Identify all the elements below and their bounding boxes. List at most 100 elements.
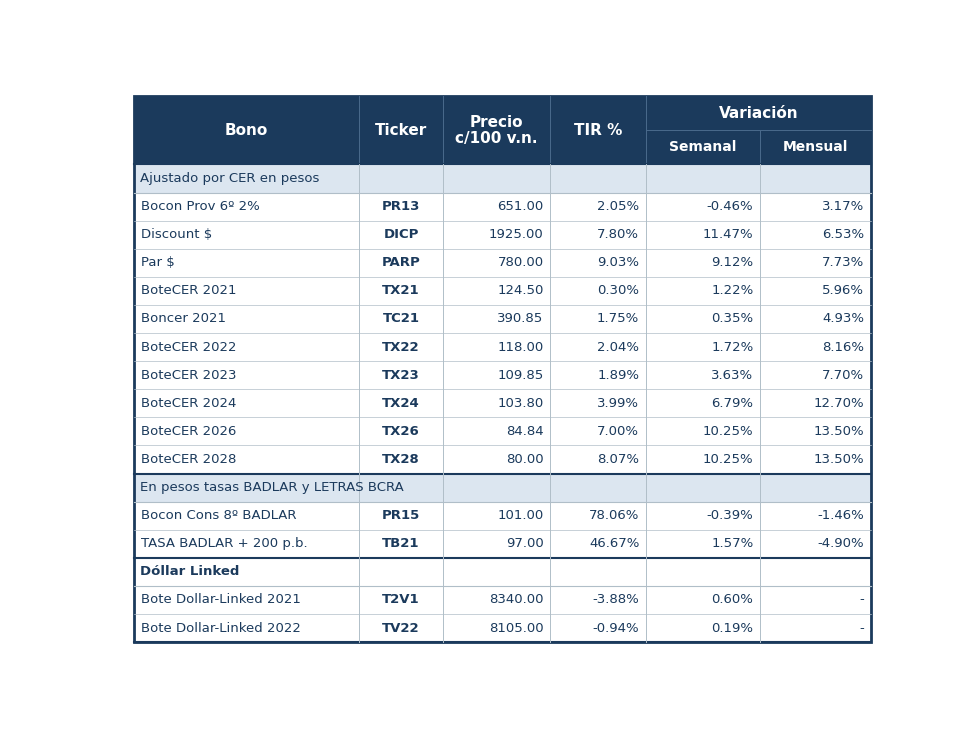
- Text: 13.50%: 13.50%: [813, 425, 864, 438]
- Text: -3.88%: -3.88%: [593, 594, 639, 607]
- Text: 8.16%: 8.16%: [822, 341, 864, 354]
- Text: Ajustado por CER en pesos: Ajustado por CER en pesos: [140, 172, 319, 185]
- Text: -1.46%: -1.46%: [817, 510, 864, 522]
- Text: 1.75%: 1.75%: [597, 312, 639, 325]
- Text: 84.84: 84.84: [506, 425, 544, 438]
- Bar: [134, 445, 870, 474]
- Text: TIR %: TIR %: [574, 123, 622, 137]
- Text: Boncer 2021: Boncer 2021: [140, 312, 225, 325]
- Text: 4.93%: 4.93%: [822, 312, 864, 325]
- Text: 1.89%: 1.89%: [597, 368, 639, 382]
- Text: Bote Dollar-Linked 2021: Bote Dollar-Linked 2021: [140, 594, 301, 607]
- Bar: [134, 277, 870, 305]
- Text: 3.63%: 3.63%: [711, 368, 754, 382]
- Text: 0.19%: 0.19%: [711, 621, 754, 635]
- Text: -: -: [859, 594, 864, 607]
- Text: Bote Dollar-Linked 2022: Bote Dollar-Linked 2022: [140, 621, 301, 635]
- Text: 1.57%: 1.57%: [711, 537, 754, 550]
- Text: 5.96%: 5.96%: [822, 284, 864, 298]
- Text: 7.80%: 7.80%: [597, 228, 639, 241]
- Text: -0.46%: -0.46%: [707, 200, 754, 213]
- Text: TX28: TX28: [382, 453, 419, 466]
- Text: 1925.00: 1925.00: [489, 228, 544, 241]
- Text: 12.70%: 12.70%: [813, 397, 864, 410]
- Text: Mensual: Mensual: [783, 140, 848, 154]
- Text: 0.35%: 0.35%: [711, 312, 754, 325]
- Bar: [134, 249, 870, 277]
- Text: PR13: PR13: [382, 200, 420, 213]
- Text: 780.00: 780.00: [498, 257, 544, 269]
- Text: 2.05%: 2.05%: [597, 200, 639, 213]
- Text: 97.00: 97.00: [506, 537, 544, 550]
- Text: 7.00%: 7.00%: [597, 425, 639, 438]
- Text: 390.85: 390.85: [497, 312, 544, 325]
- Text: 9.12%: 9.12%: [711, 257, 754, 269]
- Text: 0.60%: 0.60%: [711, 594, 754, 607]
- Text: TX21: TX21: [382, 284, 419, 298]
- Text: Discount $: Discount $: [140, 228, 212, 241]
- Bar: [134, 474, 870, 501]
- Bar: [134, 530, 870, 558]
- Text: BoteCER 2021: BoteCER 2021: [140, 284, 236, 298]
- Text: 10.25%: 10.25%: [703, 453, 754, 466]
- Text: DICP: DICP: [383, 228, 418, 241]
- Text: 109.85: 109.85: [497, 368, 544, 382]
- Text: BoteCER 2022: BoteCER 2022: [140, 341, 236, 354]
- Text: TX24: TX24: [382, 397, 419, 410]
- Bar: [134, 96, 870, 164]
- Text: TX22: TX22: [382, 341, 419, 354]
- Text: 10.25%: 10.25%: [703, 425, 754, 438]
- Text: Dóllar Linked: Dóllar Linked: [140, 565, 239, 578]
- Text: 124.50: 124.50: [497, 284, 544, 298]
- Bar: [134, 558, 870, 586]
- Text: 8.07%: 8.07%: [597, 453, 639, 466]
- Text: PR15: PR15: [382, 510, 420, 522]
- Text: 8105.00: 8105.00: [489, 621, 544, 635]
- Bar: [134, 389, 870, 417]
- Text: -0.39%: -0.39%: [707, 510, 754, 522]
- Text: -4.90%: -4.90%: [817, 537, 864, 550]
- Text: TV22: TV22: [382, 621, 419, 635]
- Bar: [134, 305, 870, 333]
- Text: 3.17%: 3.17%: [821, 200, 864, 213]
- Bar: [134, 586, 870, 614]
- Text: Par $: Par $: [140, 257, 174, 269]
- Bar: [134, 221, 870, 249]
- Text: 8340.00: 8340.00: [489, 594, 544, 607]
- Text: 11.47%: 11.47%: [703, 228, 754, 241]
- Text: 0.30%: 0.30%: [597, 284, 639, 298]
- Bar: [134, 164, 870, 192]
- Text: 7.73%: 7.73%: [821, 257, 864, 269]
- Text: -: -: [859, 621, 864, 635]
- Text: PARP: PARP: [381, 257, 420, 269]
- Text: 651.00: 651.00: [497, 200, 544, 213]
- Text: TASA BADLAR + 200 p.b.: TASA BADLAR + 200 p.b.: [140, 537, 307, 550]
- Text: Bono: Bono: [224, 123, 268, 137]
- Bar: [134, 501, 870, 530]
- Text: 1.22%: 1.22%: [711, 284, 754, 298]
- Bar: [134, 192, 870, 221]
- Text: BoteCER 2028: BoteCER 2028: [140, 453, 236, 466]
- Text: 103.80: 103.80: [497, 397, 544, 410]
- Bar: [134, 361, 870, 389]
- Text: TX23: TX23: [382, 368, 419, 382]
- Text: 46.67%: 46.67%: [589, 537, 639, 550]
- Text: TX26: TX26: [382, 425, 419, 438]
- Text: 80.00: 80.00: [506, 453, 544, 466]
- Text: BoteCER 2026: BoteCER 2026: [140, 425, 236, 438]
- Text: 3.99%: 3.99%: [597, 397, 639, 410]
- Text: 6.53%: 6.53%: [822, 228, 864, 241]
- Text: Bocon Cons 8º BADLAR: Bocon Cons 8º BADLAR: [140, 510, 296, 522]
- Text: Precio
c/100 v.n.: Precio c/100 v.n.: [456, 115, 538, 146]
- Text: TC21: TC21: [382, 312, 419, 325]
- Text: 6.79%: 6.79%: [711, 397, 754, 410]
- Text: Variación: Variación: [718, 106, 798, 121]
- Text: Ticker: Ticker: [374, 123, 427, 137]
- Text: BoteCER 2024: BoteCER 2024: [140, 397, 236, 410]
- Text: En pesos tasas BADLAR y LETRAS BCRA: En pesos tasas BADLAR y LETRAS BCRA: [140, 481, 404, 494]
- Text: 1.72%: 1.72%: [711, 341, 754, 354]
- Text: -0.94%: -0.94%: [593, 621, 639, 635]
- Text: 9.03%: 9.03%: [597, 257, 639, 269]
- Text: 78.06%: 78.06%: [589, 510, 639, 522]
- Text: 118.00: 118.00: [497, 341, 544, 354]
